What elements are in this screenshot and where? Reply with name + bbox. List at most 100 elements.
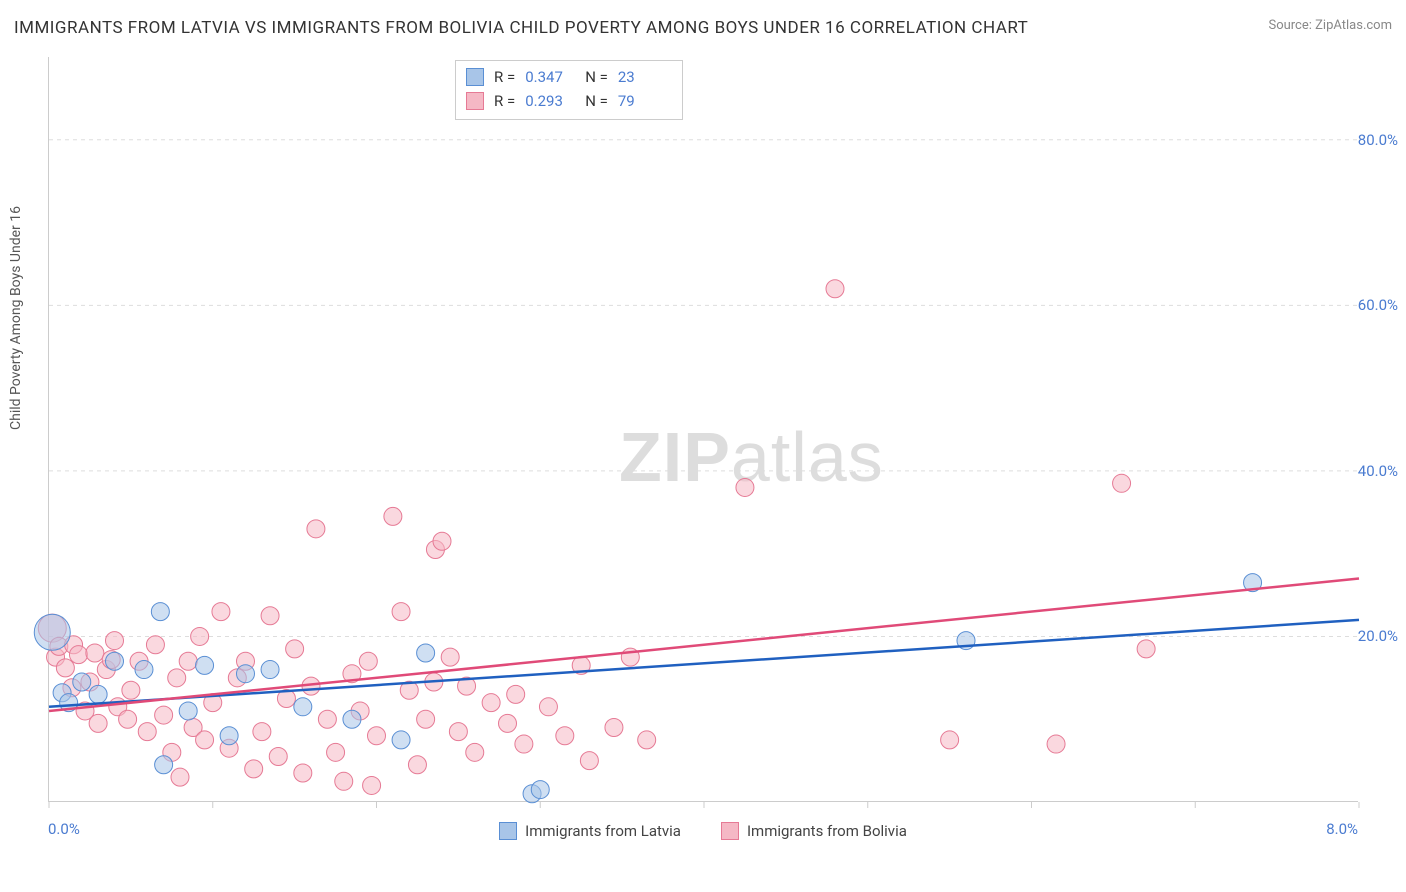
data-point — [89, 714, 107, 732]
data-point — [408, 756, 426, 774]
n-label: N = — [585, 65, 608, 89]
data-point — [179, 652, 197, 670]
legend-item: Immigrants from Latvia — [499, 822, 681, 840]
data-point — [449, 723, 467, 741]
data-point — [196, 656, 214, 674]
data-point — [220, 727, 238, 745]
data-point — [384, 507, 402, 525]
legend-swatch — [721, 822, 739, 840]
data-point — [191, 627, 209, 645]
stats-legend: R = 0.347 N = 23 R = 0.293 N = 79 — [455, 60, 683, 120]
r-label: R = — [494, 89, 515, 113]
legend-swatch — [466, 92, 484, 110]
data-point — [294, 764, 312, 782]
data-point — [286, 640, 304, 658]
data-point — [212, 603, 230, 621]
data-point — [196, 731, 214, 749]
n-value: 79 — [618, 89, 668, 113]
data-point — [482, 694, 500, 712]
stats-row: R = 0.293 N = 79 — [466, 89, 668, 113]
legend-swatch — [499, 822, 517, 840]
data-point — [515, 735, 533, 753]
data-point — [580, 752, 598, 770]
legend-item: Immigrants from Bolivia — [721, 822, 907, 840]
y-tick-label: 80.0% — [1358, 131, 1398, 149]
data-point — [269, 747, 287, 765]
data-point — [119, 710, 137, 728]
data-point — [237, 665, 255, 683]
source-link[interactable]: ZipAtlas.com — [1315, 18, 1392, 33]
data-point — [34, 614, 70, 650]
data-point — [122, 681, 140, 699]
data-point — [499, 714, 517, 732]
chart-header: IMMIGRANTS FROM LATVIA VS IMMIGRANTS FRO… — [14, 18, 1392, 38]
data-point — [941, 731, 959, 749]
data-point — [392, 731, 410, 749]
trend-line — [49, 579, 1359, 711]
data-point — [441, 648, 459, 666]
data-point — [69, 646, 87, 664]
data-point — [135, 661, 153, 679]
r-value: 0.293 — [525, 89, 575, 113]
y-tick-label: 40.0% — [1358, 462, 1398, 480]
n-label: N = — [585, 89, 608, 113]
data-point — [146, 636, 164, 654]
data-point — [151, 603, 169, 621]
data-point — [86, 644, 104, 662]
data-point — [155, 706, 173, 724]
plot-area: ZIPatlas — [48, 57, 1358, 802]
data-point — [638, 731, 656, 749]
data-point — [56, 659, 74, 677]
legend-swatch — [466, 68, 484, 86]
series-legend: Immigrants from Latvia Immigrants from Bo… — [0, 822, 1406, 840]
data-point — [253, 723, 271, 741]
legend-label: Immigrants from Latvia — [525, 822, 681, 840]
data-point — [1047, 735, 1065, 753]
y-axis-label: Child Poverty Among Boys Under 16 — [8, 206, 24, 430]
data-point — [335, 772, 353, 790]
data-point — [106, 632, 124, 650]
legend-label: Immigrants from Bolivia — [747, 822, 907, 840]
data-point — [556, 727, 574, 745]
data-point — [826, 280, 844, 298]
data-point — [261, 661, 279, 679]
data-point — [245, 760, 263, 778]
data-point — [343, 710, 361, 728]
n-value: 23 — [618, 65, 668, 89]
data-point — [155, 756, 173, 774]
data-point — [171, 768, 189, 786]
data-point — [363, 776, 381, 794]
data-point — [433, 532, 451, 550]
data-point — [106, 652, 124, 670]
data-point — [605, 719, 623, 737]
y-tick-label: 20.0% — [1358, 627, 1398, 645]
data-point — [531, 781, 549, 799]
data-point — [539, 698, 557, 716]
data-point — [417, 710, 435, 728]
data-point — [168, 669, 186, 687]
source-prefix: Source: — [1268, 18, 1315, 33]
data-point — [368, 727, 386, 745]
data-point — [307, 520, 325, 538]
data-point — [294, 698, 312, 716]
source-credit: Source: ZipAtlas.com — [1268, 18, 1392, 33]
chart-title: IMMIGRANTS FROM LATVIA VS IMMIGRANTS FRO… — [14, 18, 1028, 38]
data-point — [179, 702, 197, 720]
data-point — [327, 743, 345, 761]
chart-svg — [49, 57, 1358, 801]
data-point — [359, 652, 377, 670]
data-point — [466, 743, 484, 761]
stats-row: R = 0.347 N = 23 — [466, 65, 668, 89]
data-point — [736, 478, 754, 496]
data-point — [261, 607, 279, 625]
data-point — [417, 644, 435, 662]
r-value: 0.347 — [525, 65, 575, 89]
data-point — [1137, 640, 1155, 658]
data-point — [1113, 474, 1131, 492]
data-point — [138, 723, 156, 741]
data-point — [318, 710, 336, 728]
data-point — [392, 603, 410, 621]
y-tick-label: 60.0% — [1358, 296, 1398, 314]
data-point — [73, 673, 91, 691]
r-label: R = — [494, 65, 515, 89]
